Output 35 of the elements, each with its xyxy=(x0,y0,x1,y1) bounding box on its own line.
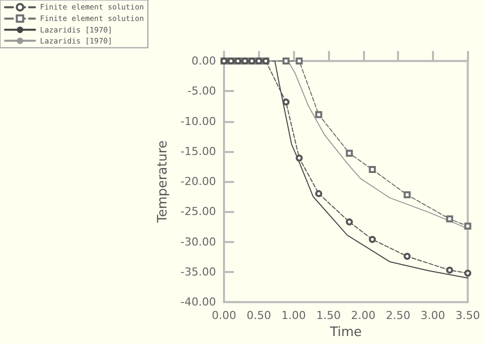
point xyxy=(368,236,376,243)
y-tick-label: -25.00 xyxy=(180,205,216,218)
y-tick-label: -20.00 xyxy=(180,175,216,188)
point xyxy=(404,191,411,198)
y-tick-label: 0.00 xyxy=(192,54,216,68)
point xyxy=(282,98,290,106)
point xyxy=(464,270,472,277)
point xyxy=(315,190,322,198)
x-tick-label: 1.50 xyxy=(316,309,341,322)
y-tick-label: -15.00 xyxy=(180,144,216,158)
y-tick-label: -30.00 xyxy=(180,235,216,248)
x-tick-label: 3.00 xyxy=(420,309,446,322)
x-tick-label: 0.50 xyxy=(246,309,272,322)
y-tick-label: -5.00 xyxy=(188,84,216,98)
x-tick-label: 3.50 xyxy=(456,309,480,322)
point xyxy=(464,222,472,230)
y-tick-label: -35.00 xyxy=(180,265,216,278)
point xyxy=(404,252,411,260)
x-tick-label: 2.50 xyxy=(386,309,410,322)
x-tick-label: 0.00 xyxy=(212,309,236,322)
point xyxy=(446,266,454,274)
point xyxy=(282,58,290,64)
point xyxy=(368,166,376,173)
x-axis-title: Time xyxy=(328,325,362,340)
point xyxy=(346,218,353,226)
x-tick-label: 2.00 xyxy=(351,309,376,322)
point xyxy=(346,150,353,157)
point xyxy=(446,215,454,222)
y-tick-label: -10.00 xyxy=(180,114,216,128)
point xyxy=(315,111,322,118)
point xyxy=(296,154,303,162)
point xyxy=(296,58,303,64)
x-tick-label: 1.00 xyxy=(281,309,306,322)
y-tick-label: -40.00 xyxy=(180,296,216,309)
y-axis-title: Temperature xyxy=(156,140,171,224)
